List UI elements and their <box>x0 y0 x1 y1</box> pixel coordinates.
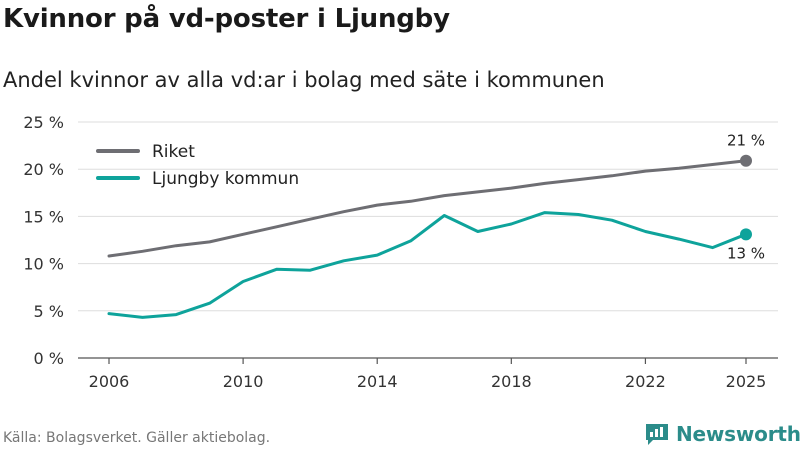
brand-name: Newsworthy <box>676 422 800 446</box>
x-tick-label: 2014 <box>357 372 398 391</box>
y-tick-label: 20 % <box>23 160 64 179</box>
legend: Riket Ljungby kommun <box>96 142 299 189</box>
series-end-point <box>740 228 752 241</box>
line-chart: 0 % 5 % 10 % 15 % 20 % 25 % 2006 2010 2014 2018 20… <box>23 113 778 391</box>
series: 21 % 13 % <box>107 132 765 319</box>
x-tick-label: 2022 <box>625 372 666 391</box>
series-end-point <box>740 154 752 167</box>
y-tick-label: 15 % <box>23 207 64 226</box>
series-line-ljungby <box>107 211 748 319</box>
newsworthy-logo-icon <box>646 424 668 445</box>
x-tick-label: 2025 <box>726 372 767 391</box>
grid <box>78 121 778 359</box>
x-tick-label: 2010 <box>223 372 264 391</box>
legend-entry: Ljungby kommun <box>152 169 299 189</box>
chart-title: Kvinnor på vd-poster i Ljungby <box>3 4 450 34</box>
y-tick-label: 0 % <box>34 349 64 368</box>
x-tick-label: 2018 <box>491 372 532 391</box>
series-line-riket <box>107 159 748 258</box>
source-note: Källa: Bolagsverket. Gäller aktiebolag. <box>3 430 271 446</box>
brand-logo: Newsworthy <box>644 420 800 448</box>
axes: 0 % 5 % 10 % 15 % 20 % 25 % 2006 2010 2014 2018 20… <box>23 113 766 391</box>
data-label: 13 % <box>727 244 765 262</box>
chart-subtitle: Andel kvinnor av alla vd:ar i bolag med … <box>3 68 605 92</box>
y-tick-label: 10 % <box>23 255 64 274</box>
data-label: 21 % <box>727 132 765 150</box>
y-tick-label: 5 % <box>34 302 64 321</box>
x-tick-label: 2006 <box>89 372 130 391</box>
y-tick-label: 25 % <box>23 113 64 132</box>
legend-entry: Riket <box>152 142 195 162</box>
